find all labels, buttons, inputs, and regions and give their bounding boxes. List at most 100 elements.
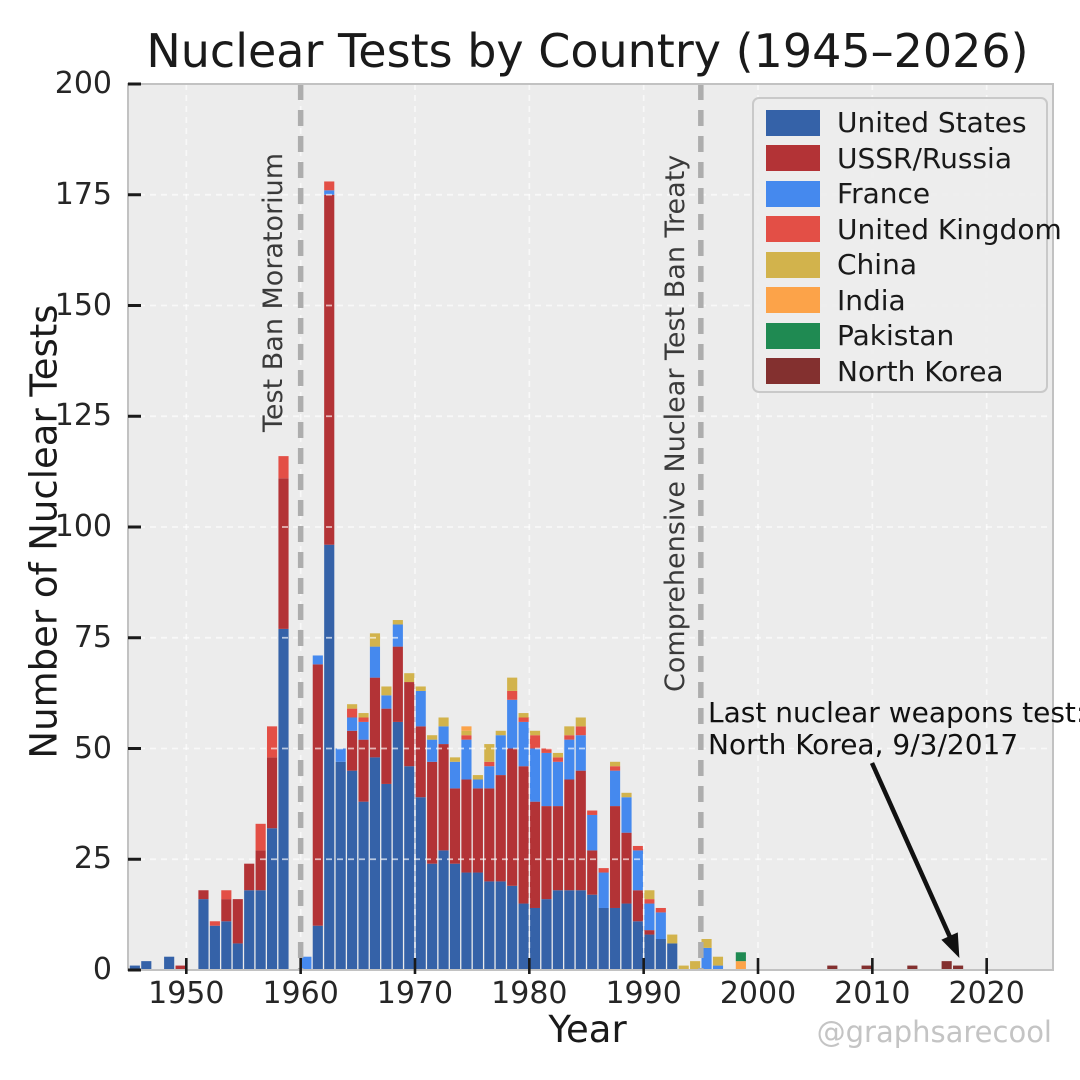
bar-segment	[541, 748, 552, 753]
bar-segment	[655, 907, 666, 913]
bar-segment	[518, 713, 529, 718]
bar-segment	[347, 770, 358, 970]
bar-segment	[495, 735, 506, 776]
bar-segment	[438, 726, 449, 745]
legend-item-france: France	[766, 176, 1046, 212]
y-tick-label: 0	[92, 952, 112, 987]
bar-segment	[324, 181, 335, 191]
bar-segment	[335, 761, 346, 970]
bar-segment	[667, 934, 678, 944]
bar-segment	[632, 850, 644, 891]
bar-segment	[644, 890, 655, 900]
bar-segment	[347, 708, 358, 718]
bar-segment	[735, 952, 746, 962]
bar-segment	[255, 823, 266, 851]
bar-segment	[381, 783, 392, 970]
legend-swatch-icon	[766, 180, 820, 207]
x-tick-label: 2000	[719, 976, 797, 1011]
bar-segment	[461, 779, 472, 873]
bar-segment	[598, 907, 609, 970]
legend-swatch-icon	[766, 216, 820, 243]
bar-segment	[507, 677, 518, 691]
watermark: @graphsarecool	[816, 1015, 1052, 1049]
bar-segment	[232, 899, 243, 944]
bar-segment	[438, 744, 449, 851]
y-tick-label: 200	[54, 66, 112, 101]
bar-segment	[312, 664, 323, 926]
bar-segment	[232, 943, 243, 970]
bar-segment	[507, 885, 518, 970]
bar-segment	[438, 850, 449, 970]
x-tick-label: 1960	[262, 976, 339, 1011]
bar-segment	[495, 730, 506, 736]
bar-segment	[266, 757, 278, 829]
bar-segment	[369, 677, 381, 758]
legend: United States USSR/Russia France United Kin…	[752, 97, 1062, 393]
bar-segment	[198, 899, 209, 970]
bar-segment	[415, 726, 426, 798]
legend-item-label: Pakistan	[837, 319, 955, 353]
legend-item-pakistan: Pakistan	[766, 318, 1046, 354]
bar-segment	[701, 947, 712, 970]
bar-segment	[392, 646, 403, 722]
bar-segment	[529, 730, 541, 736]
bar-segment	[507, 690, 518, 700]
legend-item-north-korea: North Korea	[766, 354, 1046, 390]
bar-segment	[369, 757, 381, 970]
bar-segment	[209, 921, 220, 926]
bar-segment	[358, 713, 369, 718]
bar-segment	[449, 761, 461, 789]
bar-segment	[632, 921, 644, 970]
bar-segment	[129, 965, 140, 970]
bar-segment	[472, 788, 483, 873]
x-tick-label: 2020	[948, 976, 1025, 1011]
bar-segment	[587, 810, 598, 815]
bar-segment	[404, 766, 415, 970]
bar-segment	[461, 735, 472, 740]
chart-title: Nuclear Tests by Country (1945–2026)	[146, 24, 1029, 78]
bar-segment	[369, 646, 381, 678]
x-tick-label: 1950	[148, 976, 225, 1011]
bar-segment	[552, 757, 563, 762]
bar-segment	[541, 899, 552, 970]
y-tick-label: 125	[54, 398, 112, 434]
legend-item-united-states: United States	[766, 105, 1046, 141]
bar-segment	[358, 717, 369, 722]
x-axis-label: Year	[548, 1008, 627, 1051]
last-test-annotation-line2: North Korea, 9/3/2017	[708, 728, 1019, 761]
bar-segment	[621, 792, 632, 798]
bar-segment	[827, 965, 838, 970]
bar-segment	[324, 190, 335, 195]
bar-segment	[610, 907, 621, 970]
bar-segment	[324, 544, 335, 970]
bar-segment	[587, 894, 598, 970]
bar-segment	[427, 739, 438, 762]
bar-segment	[564, 890, 575, 970]
bar-segment	[472, 872, 483, 970]
legend-item-label: China	[837, 248, 917, 282]
bar-segment	[598, 872, 609, 908]
bar-segment	[278, 456, 289, 479]
bar-segment	[415, 690, 426, 727]
bar-segment	[529, 907, 541, 970]
bar-segment	[575, 726, 586, 736]
last-test-annotation: Last nuclear weapons test: North Korea, …	[708, 697, 1080, 761]
bar-segment	[347, 717, 358, 731]
bar-segment	[610, 770, 621, 807]
legend-item-label: United Kingdom	[837, 212, 1062, 246]
bar-segment	[735, 961, 746, 970]
bar-segment	[518, 903, 529, 970]
bar-segment	[529, 735, 541, 749]
bar-segment	[484, 881, 495, 970]
bar-segment	[358, 739, 369, 802]
x-tick-label: 2010	[834, 976, 911, 1011]
bar-segment	[312, 925, 323, 970]
legend-item-india: India	[766, 283, 1046, 319]
legend-item-label: India	[837, 283, 906, 317]
bar-segment	[221, 890, 232, 900]
bar-segment	[266, 726, 278, 758]
bar-segment	[632, 845, 644, 851]
bar-segment	[278, 628, 289, 970]
bar-segment	[644, 899, 655, 904]
bar-segment	[358, 721, 369, 740]
